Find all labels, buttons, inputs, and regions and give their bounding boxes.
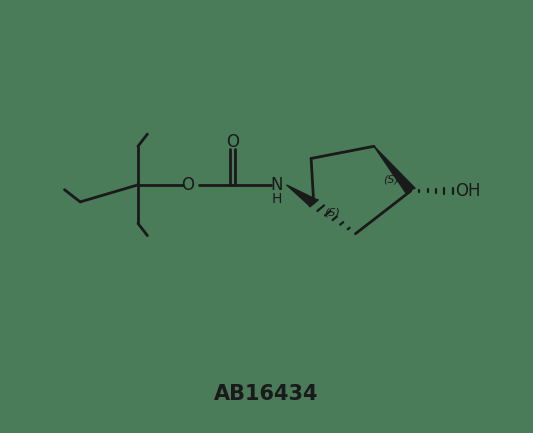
Polygon shape: [286, 184, 318, 207]
Text: (S): (S): [383, 174, 399, 184]
Polygon shape: [374, 146, 416, 194]
Text: AB16434: AB16434: [214, 384, 319, 404]
Text: O: O: [226, 133, 239, 151]
Text: (S): (S): [324, 207, 340, 217]
Text: H: H: [272, 192, 282, 206]
Text: O: O: [181, 176, 195, 194]
Text: N: N: [271, 176, 283, 194]
Text: OH: OH: [455, 182, 480, 200]
